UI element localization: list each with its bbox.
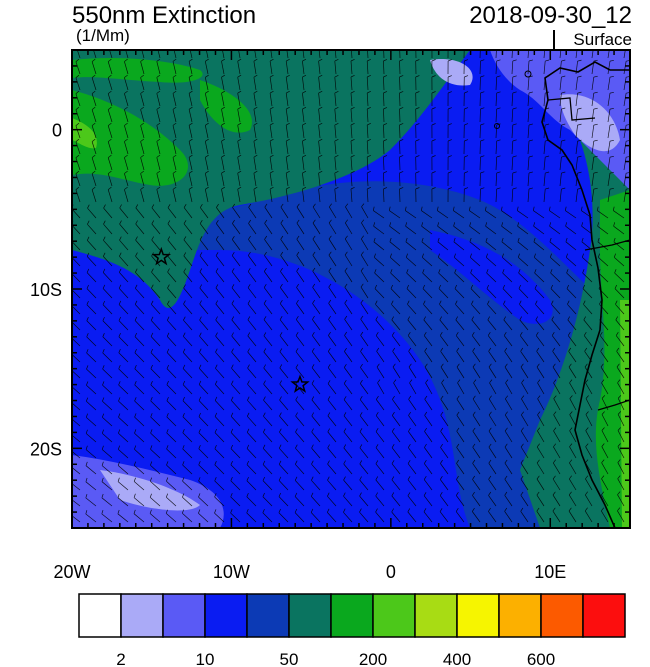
colorbar-label: 10 <box>196 650 215 667</box>
x-tick-label: 0 <box>386 562 396 582</box>
colorbar-label: 50 <box>280 650 299 667</box>
y-tick-label: 0 <box>52 121 62 141</box>
colorbar-box <box>456 593 500 638</box>
colorbar-box <box>162 593 206 638</box>
y-tick-label: 20S <box>30 439 62 459</box>
extinction-field <box>72 50 630 528</box>
colorbar-box <box>540 593 584 638</box>
star-marker-icon <box>290 374 310 393</box>
y-tick-label: 10S <box>30 280 62 300</box>
level-marker <box>553 30 555 49</box>
units-label: (1/Mm) <box>76 26 130 45</box>
colorbar-box <box>246 593 290 638</box>
wind-vector-field <box>72 50 630 523</box>
level-label: Surface <box>573 30 632 49</box>
colorbar-box <box>498 593 542 638</box>
x-tick-label: 10E <box>534 562 566 582</box>
colorbar-box <box>288 593 332 638</box>
colorbar-box <box>330 593 374 638</box>
colorbar-label: 400 <box>443 650 471 667</box>
x-tick-label: 10W <box>213 562 250 582</box>
colorbar-label: 2 <box>116 650 125 667</box>
colorbar-box <box>120 593 164 638</box>
datetime-label: 2018-09-30_12 <box>469 2 632 29</box>
colorbar-box <box>372 593 416 638</box>
x-tick-label: 20W <box>53 562 90 582</box>
plot-title: 550nm Extinction <box>72 2 257 29</box>
colorbar-label: 600 <box>527 650 555 667</box>
colorbar-box <box>204 593 248 638</box>
star-marker-icon <box>151 246 171 266</box>
axis-ticks <box>71 49 631 529</box>
colorbar-label: 200 <box>359 650 387 667</box>
colorbar-box <box>582 593 626 638</box>
colorbar <box>78 593 626 638</box>
colorbar-box <box>78 593 122 638</box>
colorbar-box <box>414 593 458 638</box>
